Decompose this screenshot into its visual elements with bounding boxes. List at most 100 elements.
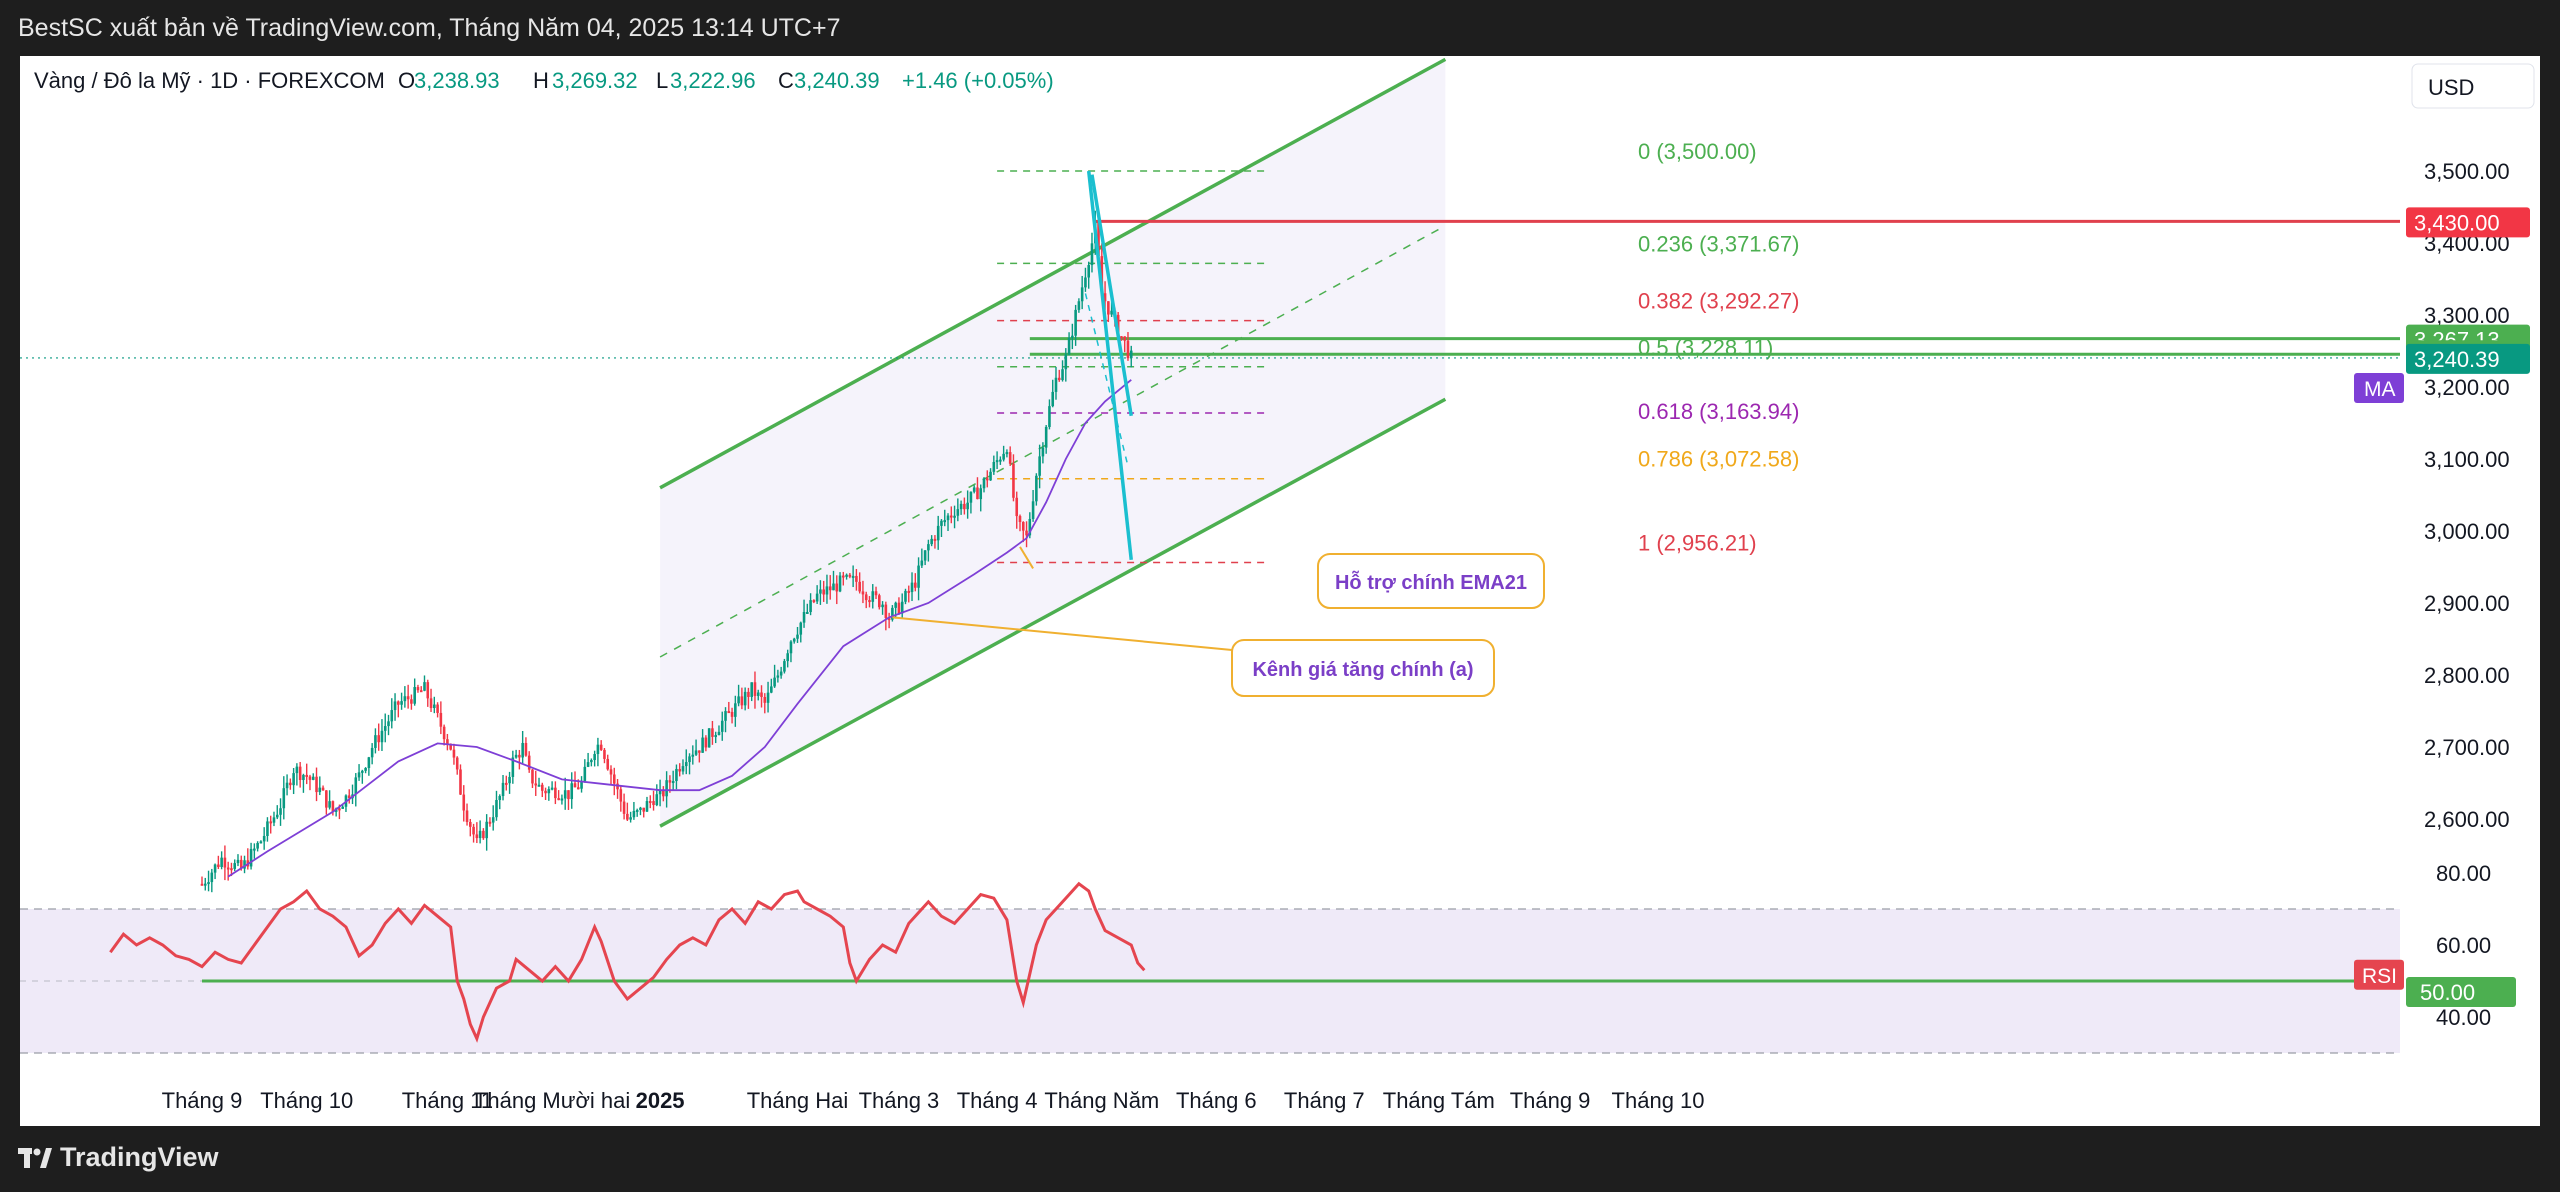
candle-body	[318, 787, 322, 793]
candle-body	[423, 682, 426, 691]
candle-body	[1057, 377, 1061, 381]
candle-body	[626, 813, 629, 820]
candle-body	[923, 550, 927, 561]
publish-text: BestSC xuất bản về TradingView.com, Thán…	[18, 14, 841, 42]
candle-body	[930, 538, 933, 545]
candle-body	[972, 487, 976, 492]
price-axis-tick: 3,500.00	[2424, 159, 2510, 184]
candle-body	[828, 586, 832, 591]
candle-body	[524, 742, 528, 756]
candle-body	[403, 696, 407, 702]
candle-body	[544, 790, 547, 794]
candle-body	[501, 782, 505, 797]
candle-body	[675, 768, 678, 782]
drawing-dashed-path[interactable]	[1084, 293, 1129, 467]
note-box-channel[interactable]	[1231, 639, 1495, 697]
candle-body	[858, 581, 861, 592]
candle-body	[606, 758, 610, 770]
ma-badge[interactable]	[2354, 373, 2404, 403]
candle-body	[1120, 336, 1123, 339]
candle-body	[838, 575, 842, 592]
tradingview-logo[interactable]: TradingView	[18, 1142, 219, 1173]
candle-body	[806, 611, 809, 614]
candle-body	[272, 817, 276, 823]
candle-body	[426, 682, 430, 699]
candle-body	[383, 726, 387, 731]
candle-body	[913, 582, 917, 588]
candle-body	[550, 787, 554, 790]
candle-body	[374, 735, 377, 748]
channel-lower-line[interactable]	[659, 397, 1447, 828]
candle-body	[347, 795, 351, 799]
candle-body	[1080, 287, 1084, 302]
chart-panel[interactable]: 0 (3,500.00) 0.236 (3,371.67) 0.382 (3,292…	[20, 56, 2540, 1126]
note-box-ema21[interactable]	[1317, 553, 1545, 609]
candle-body	[1103, 293, 1107, 302]
candle-body	[429, 698, 433, 709]
fib-level-label: 0.236 (3,371.67)	[1638, 231, 1799, 256]
currency-button-frame[interactable]	[2411, 63, 2535, 109]
drawing-down-line[interactable]	[1086, 170, 1133, 560]
candle-body	[1005, 452, 1009, 455]
price-label-tag	[2406, 343, 2530, 374]
candle-body	[711, 728, 714, 737]
rsi-badge[interactable]	[2354, 959, 2404, 990]
candle-body	[203, 883, 207, 886]
candle-body	[308, 776, 312, 780]
candle-body	[583, 766, 587, 781]
candle-body	[200, 883, 204, 886]
candle-body	[904, 590, 907, 602]
candle-body	[560, 798, 564, 801]
candle-body	[256, 842, 259, 849]
candle-body	[658, 790, 662, 795]
candle-body	[851, 575, 855, 578]
candle-body	[825, 586, 829, 595]
time-axis-tick: Tháng Mười hai	[474, 1088, 630, 1113]
candle-body	[864, 594, 868, 601]
candle-body	[504, 782, 508, 785]
candle-body	[397, 701, 400, 705]
fib-level-label: 1 (2,956.21)	[1638, 531, 1757, 556]
candle-body	[714, 735, 718, 738]
price-axis-tick: 3,000.00	[2424, 519, 2510, 544]
candle-body	[226, 867, 230, 870]
price-axis-tick: 2,600.00	[2424, 807, 2510, 832]
rsi-line[interactable]	[109, 881, 1146, 1043]
channel-upper-line[interactable]	[659, 57, 1447, 490]
legend-high-label: H	[533, 68, 549, 93]
candle-body	[979, 488, 983, 500]
candle-body	[406, 696, 410, 700]
candle-body	[315, 776, 318, 793]
legend-close-label: C	[778, 68, 794, 93]
candle-body	[364, 768, 367, 771]
candle-body	[645, 801, 649, 812]
candle-body	[540, 784, 544, 791]
candle-body	[848, 574, 852, 577]
price-axis-tick: 3,300.00	[2424, 303, 2510, 328]
candle-body	[442, 726, 446, 740]
channel-mid-line[interactable]	[659, 228, 1440, 658]
candle-body	[511, 757, 515, 777]
candle-body	[756, 692, 760, 696]
candle-body	[891, 607, 894, 620]
ma-line[interactable]	[227, 379, 1132, 878]
candle-body	[819, 589, 822, 594]
candle-body	[400, 701, 403, 705]
candle-body	[1041, 447, 1045, 457]
currency-button[interactable]: USD	[2411, 63, 2535, 109]
candle-body	[704, 737, 708, 748]
chart-svg[interactable]: 0 (3,500.00) 0.236 (3,371.67) 0.382 (3,292…	[20, 56, 2540, 1126]
candle-body	[753, 682, 757, 696]
drawing-down-line-2[interactable]	[1090, 174, 1133, 417]
candle-body	[295, 766, 299, 774]
candle-body	[1067, 337, 1071, 355]
candle-body	[230, 868, 233, 871]
candle-body	[567, 790, 570, 800]
candle-body	[609, 769, 613, 775]
candle-body	[508, 776, 511, 784]
candle-body	[629, 817, 632, 820]
candle-body	[639, 807, 642, 810]
candle-body	[338, 808, 341, 811]
candle-body	[488, 821, 492, 824]
candle-body	[786, 653, 789, 662]
